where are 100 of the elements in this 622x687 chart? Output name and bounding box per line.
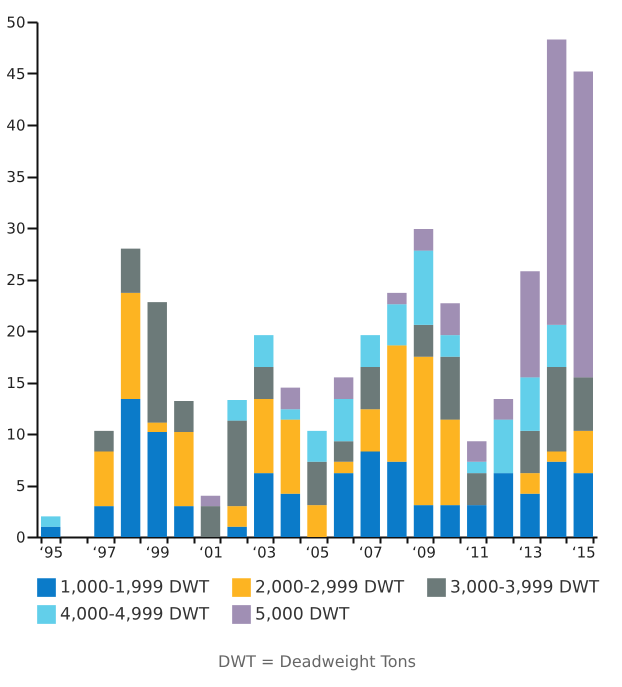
bar (120, 292, 140, 399)
bar (546, 452, 566, 462)
bar (520, 430, 540, 474)
bar (440, 505, 460, 537)
bar (440, 303, 460, 336)
bar (467, 441, 486, 462)
bar (227, 420, 247, 506)
bar (414, 229, 434, 251)
bar (94, 430, 114, 452)
x-tick-label: ‘95 (39, 544, 64, 562)
y-tick-label: 25 (6, 271, 26, 289)
y-tick-label: 30 (6, 220, 26, 238)
bar (280, 494, 300, 537)
y-tick-label: 35 (6, 168, 26, 186)
bar (334, 441, 354, 462)
x-tick-label: ‘03 (252, 544, 276, 562)
bar (200, 506, 220, 537)
bar (254, 367, 274, 399)
bar (467, 473, 486, 506)
bar (574, 430, 594, 474)
bar (307, 505, 327, 537)
bar (414, 505, 434, 537)
bar (387, 304, 407, 346)
y-tick-label: 20 (6, 322, 26, 340)
bar (440, 420, 460, 506)
bar (120, 248, 140, 293)
bar (440, 356, 460, 420)
bar (546, 324, 566, 368)
bar (360, 409, 380, 452)
bar (467, 462, 486, 474)
bar (546, 462, 566, 537)
legend-label: 1,000-1,999 DWT (60, 578, 210, 598)
bar (307, 430, 327, 462)
x-tick-label: ‘09 (412, 544, 436, 562)
bar (467, 505, 486, 537)
bar (494, 398, 514, 420)
bar (414, 356, 434, 506)
x-tick-label: ‘13 (518, 544, 542, 562)
bar (360, 335, 380, 368)
x-tick-label: ‘11 (465, 544, 490, 562)
bar (546, 367, 566, 452)
bar (494, 473, 514, 537)
bar (360, 367, 380, 410)
bar (148, 302, 167, 423)
legend-label: 3,000-3,999 DWT (450, 578, 600, 598)
x-tick-label: ‘01 (199, 544, 223, 562)
bar (414, 250, 434, 325)
bar (387, 462, 407, 537)
bar (120, 398, 140, 537)
text: DWT = Deadweight Tons (218, 652, 416, 671)
x-tick-label: ‘99 (146, 544, 170, 562)
x-tick-label: ‘05 (306, 544, 330, 562)
bar (148, 432, 167, 537)
bar (334, 398, 354, 442)
bar (387, 292, 407, 304)
bar (254, 473, 274, 537)
bar (174, 506, 194, 537)
bar (334, 377, 354, 399)
bar (40, 516, 60, 527)
y-tick-label: 50 (6, 14, 26, 32)
bar (414, 324, 434, 357)
bar (520, 271, 540, 378)
legend-label: 4,000-4,999 DWT (60, 604, 210, 624)
bar (94, 506, 114, 537)
y-tick-label: 40 (6, 116, 26, 134)
bar (280, 409, 300, 420)
bar (546, 40, 566, 325)
bar (40, 526, 60, 537)
bar (334, 473, 354, 537)
y-tick-label: 10 (6, 426, 26, 444)
x-tick-label: ‘07 (358, 544, 383, 562)
bar (254, 398, 274, 474)
bar (520, 377, 540, 431)
bar (174, 432, 194, 506)
bar (280, 388, 300, 410)
y-tick-label: 5 (16, 477, 26, 495)
bar (360, 452, 380, 537)
bar (227, 526, 247, 537)
bar (200, 496, 220, 506)
bar (520, 473, 540, 494)
x-tick-label: ‘97 (92, 544, 116, 562)
bar (94, 452, 114, 506)
legend-label: 2,000-2,999 DWT (255, 578, 405, 598)
y-tick-label: 0 (16, 528, 26, 546)
bar (574, 377, 594, 431)
y-tick-label: 15 (6, 374, 26, 392)
bar (307, 462, 327, 506)
bar (227, 506, 247, 527)
bar (148, 422, 167, 432)
bar (574, 71, 594, 378)
bar (387, 345, 407, 462)
bar (494, 420, 514, 474)
bar (440, 335, 460, 357)
legend-label: 5,000 DWT (255, 604, 350, 624)
bar (280, 420, 300, 494)
bar (227, 400, 247, 421)
x-tick-label: ‘15 (572, 544, 596, 562)
bar (254, 335, 274, 368)
bar (574, 473, 594, 537)
bar (520, 494, 540, 537)
